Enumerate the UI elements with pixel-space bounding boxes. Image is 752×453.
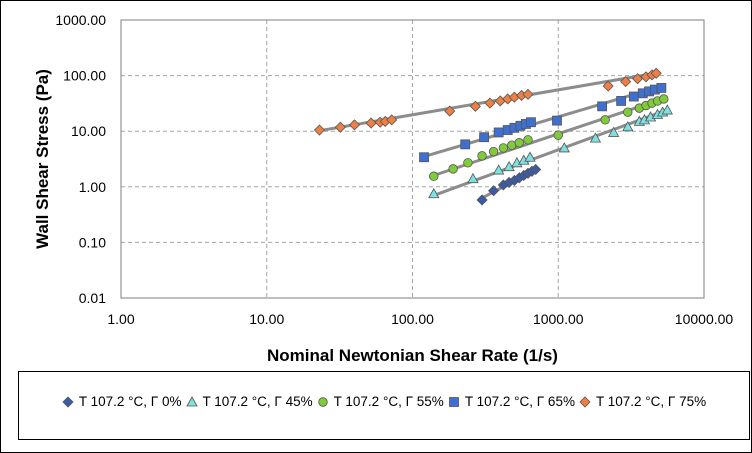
legend-marker-icon (317, 396, 328, 407)
series-2-point (659, 94, 669, 104)
series-4-point (386, 114, 398, 126)
fit-line-3 (423, 84, 664, 158)
series-1-point (503, 160, 515, 172)
y-tick-label: 1.00 (79, 179, 106, 195)
y-tick-label: 0.01 (79, 290, 106, 306)
legend-item: T 107.2 °C, Γ 0% (62, 394, 182, 409)
series-1-point (428, 187, 440, 199)
series-3-point (526, 117, 536, 128)
x-tick-label: 1000.00 (533, 311, 584, 327)
series-2-point (498, 143, 509, 153)
legend-item: T 107.2 °C, Γ 75% (579, 394, 706, 409)
y-tick-label: 0.10 (79, 234, 106, 250)
legend-label: T 107.2 °C, Γ 45% (202, 394, 313, 409)
series-1-point (492, 164, 505, 175)
legend-label: T 107.2 °C, Γ 75% (595, 394, 707, 409)
y-tick-label: 100.00 (63, 68, 106, 84)
legend-marker (62, 395, 74, 408)
series-4-point (469, 100, 481, 112)
y-tick-label: 1000.00 (55, 12, 106, 28)
series-1-point (558, 142, 570, 153)
series-2-point (429, 171, 439, 181)
series-3-point (656, 83, 667, 93)
legend-label: T 107.2 °C, Γ 55% (333, 394, 444, 409)
series-4-point (444, 105, 456, 117)
series-3-point (419, 152, 429, 163)
series-3-point (493, 127, 504, 138)
series-4-point (650, 67, 662, 79)
legend: T 107.2 °C, Γ 0% T 107.2 °C, Γ 45% T 107.2… (18, 371, 750, 440)
data-points (313, 67, 673, 206)
series-3-point (479, 132, 490, 143)
y-tick-labels: 0.01 0.10 1.00 10.00 100.00 1000.00 (55, 12, 106, 306)
series-2-point (523, 135, 533, 145)
series-2-point (488, 146, 499, 157)
y-axis-title: Wall Shear Stress (Pa) (33, 69, 52, 249)
series-3-point (597, 101, 608, 112)
legend-item: T 107.2 °C, Γ 55% (317, 394, 444, 409)
series-2-point (514, 138, 524, 148)
series-4-point (602, 80, 614, 92)
series-2-point (477, 151, 487, 161)
x-tick-label: 1.00 (107, 311, 134, 327)
series-2-point (600, 115, 610, 125)
series-4-point (313, 124, 326, 136)
x-tick-label: 10000.00 (675, 311, 734, 327)
series-0-point (476, 194, 488, 206)
legend-row: T 107.2 °C, Γ 0% T 107.2 °C, Γ 45% T 107.2… (19, 394, 749, 409)
series-4-point (484, 97, 496, 109)
series-2-point (448, 164, 458, 174)
series-1-point (524, 151, 536, 162)
series-4-point (522, 88, 534, 100)
x-tick-labels: 1.00 10.00 100.00 1000.00 10000.00 (107, 311, 733, 327)
legend-marker (185, 395, 198, 406)
legend-label: T 107.2 °C, Γ 0% (78, 394, 182, 409)
plot-area (120, 19, 705, 299)
series-1-point (607, 126, 620, 137)
series-4-point (620, 76, 632, 88)
legend-marker-icon (62, 395, 74, 408)
series-3-point (552, 115, 562, 126)
series-2-point (463, 158, 473, 168)
series-1-point (622, 120, 634, 132)
series-3-point (628, 91, 639, 102)
series-3-point (460, 139, 471, 150)
series-2-point (553, 130, 563, 140)
x-tick-label: 100.00 (391, 311, 434, 327)
legend-item: T 107.2 °C, Γ 45% (185, 394, 313, 409)
legend-marker-icon (185, 395, 198, 406)
x-tick-label: 10.00 (249, 311, 284, 327)
series-0-point (488, 185, 500, 197)
gridlines (121, 20, 704, 298)
series-4-point (365, 117, 377, 129)
legend-marker-icon (579, 395, 591, 408)
series-0-point (530, 163, 542, 176)
y-tick-label: 10.00 (71, 123, 106, 139)
legend-marker (448, 396, 459, 407)
series-1-point (661, 104, 673, 115)
legend-marker (579, 395, 591, 408)
legend-item: T 107.2 °C, Γ 65% (448, 394, 575, 409)
series-4-point (334, 121, 346, 133)
x-axis-title: Nominal Newtonian Shear Rate (1/s) (267, 346, 558, 365)
series-1-point (589, 132, 602, 143)
series-4-point (348, 119, 361, 131)
series-3-point (616, 96, 627, 106)
legend-marker (317, 396, 328, 407)
legend-marker-icon (448, 396, 459, 407)
legend-label: T 107.2 °C, Γ 65% (464, 394, 575, 409)
series-2-point (623, 107, 633, 117)
series-1-point (467, 172, 479, 184)
